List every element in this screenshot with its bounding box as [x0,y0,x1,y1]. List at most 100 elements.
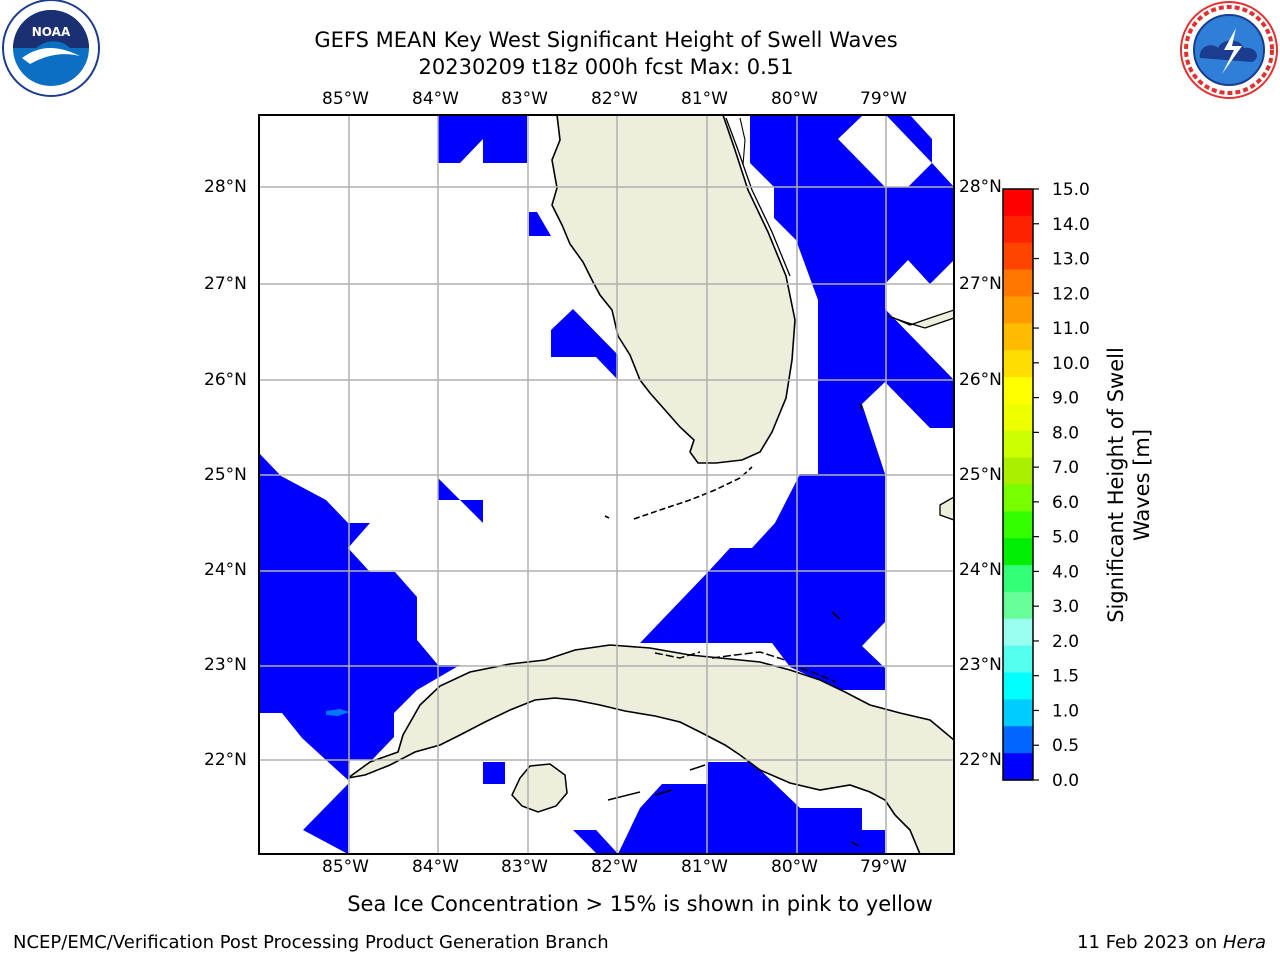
map-subtitle: 20230209 t18z 000h fcst Max: 0.51 [418,55,794,79]
florida-barrier-coast [725,117,791,277]
colorbar-tick-label: 14.0 [1052,215,1090,235]
swell-region [438,478,483,523]
lon-label-top: 79°W [860,89,907,109]
colorbar-tick-label: 15.0 [1052,180,1090,200]
colorbar-tick-label: 8.0 [1052,423,1079,443]
nws-logo-lightning [1222,28,1242,74]
colorbar-tick-label: 0.5 [1052,736,1079,756]
lat-label-right: 28°N [959,177,1002,197]
colorbar-swatch [1003,403,1033,432]
colorbar-swatch [1003,511,1033,539]
swell-region [886,115,932,163]
south-cays [607,764,706,801]
swell-region-0-5m [326,709,350,716]
colorbar-swatch [1003,215,1033,244]
cay-small [851,841,859,847]
florida-land [551,115,796,464]
colorbar-tick-label: 9.0 [1052,389,1079,409]
colorbar-swatch [1003,430,1033,459]
dry-tortugas [604,515,610,519]
colorbar-swatch [1003,726,1033,754]
lat-label-left: 27°N [204,274,247,294]
colorbar-tick-label: 10.0 [1052,354,1090,374]
swell-region [438,115,527,163]
footer-host: Hera [1222,932,1266,953]
colorbar-tick-label: 13.0 [1052,250,1090,270]
colorbar-swatch [1003,538,1033,566]
sea-ice-note: Sea Ice Concentration > 15% is shown in … [347,892,933,916]
lat-label-right: 27°N [959,274,1002,294]
swell-region [483,762,505,784]
florida-lagoon-coast [739,117,746,166]
lat-label-right: 26°N [959,370,1002,390]
nws-logo [1180,1,1278,99]
colorbar-tick-label: 1.5 [1052,667,1079,687]
lon-label-bottom: 85°W [322,857,369,877]
lat-label-left: 28°N [204,177,247,197]
swell-region [750,115,954,474]
noaa-logo: NOAA [2,0,100,97]
colorbar-tick-label: 3.0 [1052,597,1079,617]
lon-label-bottom: 80°W [771,857,818,877]
swell-region [573,830,618,854]
colorbar-tick-label: 2.0 [1052,632,1079,652]
lat-label-left: 23°N [204,655,247,675]
footer-credit: NCEP/EMC/Verification Post Processing Pr… [13,932,609,953]
grand-bahama [887,309,954,329]
bimini [859,403,863,411]
lon-label-bottom: 83°W [501,857,548,877]
swell-region [551,309,618,380]
swell-region [529,212,551,236]
colorbar-tick-label: 5.0 [1052,528,1079,548]
colorbar-label-line1: Significant Height of Swell [1104,347,1128,623]
lat-label-left: 22°N [204,750,247,770]
lon-label-top: 83°W [501,89,548,109]
lon-label-bottom: 82°W [591,857,638,877]
colorbar-swatch [1003,242,1033,271]
colorbar-swatch [1003,753,1033,781]
lon-label-top: 82°W [591,89,638,109]
colorbar-swatch [1003,323,1033,351]
colorbar-swatch [1003,350,1033,378]
map-area [259,115,954,854]
colorbar-tick-label: 4.0 [1052,562,1079,582]
footer-date: 11 Feb 2023 on Hera [1077,932,1266,954]
lat-label-right: 24°N [959,560,1002,580]
noaa-logo-bird [22,47,80,64]
andros-fragment [939,496,954,521]
colorbar-swatch [1003,296,1033,324]
colorbar-swatch [1003,484,1033,512]
cuba-land [347,644,954,854]
colorbar-swatch [1003,457,1033,486]
isle-of-youth [511,763,568,813]
lat-label-left: 25°N [204,465,247,485]
noaa-logo-text: NOAA [32,25,71,39]
colorbar-tick-label: 0.0 [1052,771,1079,791]
lon-label-top: 84°W [412,89,459,109]
lon-label-bottom: 81°W [681,857,728,877]
colorbar-tick-label: 6.0 [1052,493,1079,513]
swell-region [596,762,885,854]
colorbar-swatch [1003,565,1033,593]
map-title: GEFS MEAN Key West Significant Height of… [314,28,898,52]
lat-label-right: 23°N [959,655,1002,675]
colorbar-tick-label: 7.0 [1052,458,1079,478]
colorbar-label: Significant Height of SwellWaves [m] [1104,347,1154,623]
colorbar-swatch [1003,699,1033,727]
colorbar-tick-label: 1.0 [1052,701,1079,721]
cay-sal [831,611,841,620]
swell-region [303,784,348,854]
lon-label-bottom: 79°W [860,857,907,877]
colorbar-swatch [1003,645,1033,674]
lon-label-top: 81°W [681,89,728,109]
footer-date-text: 11 Feb 2023 on [1077,932,1223,953]
lat-label-right: 22°N [959,750,1002,770]
colorbar-swatch [1003,377,1033,405]
nws-logo-lettering [1184,5,1274,95]
swell-region [640,474,885,690]
colorbar-label-line2: Waves [m] [1130,429,1154,541]
colorbar-swatch [1003,189,1033,217]
noaa-logo-sky [13,10,89,48]
lon-label-top: 85°W [322,89,369,109]
